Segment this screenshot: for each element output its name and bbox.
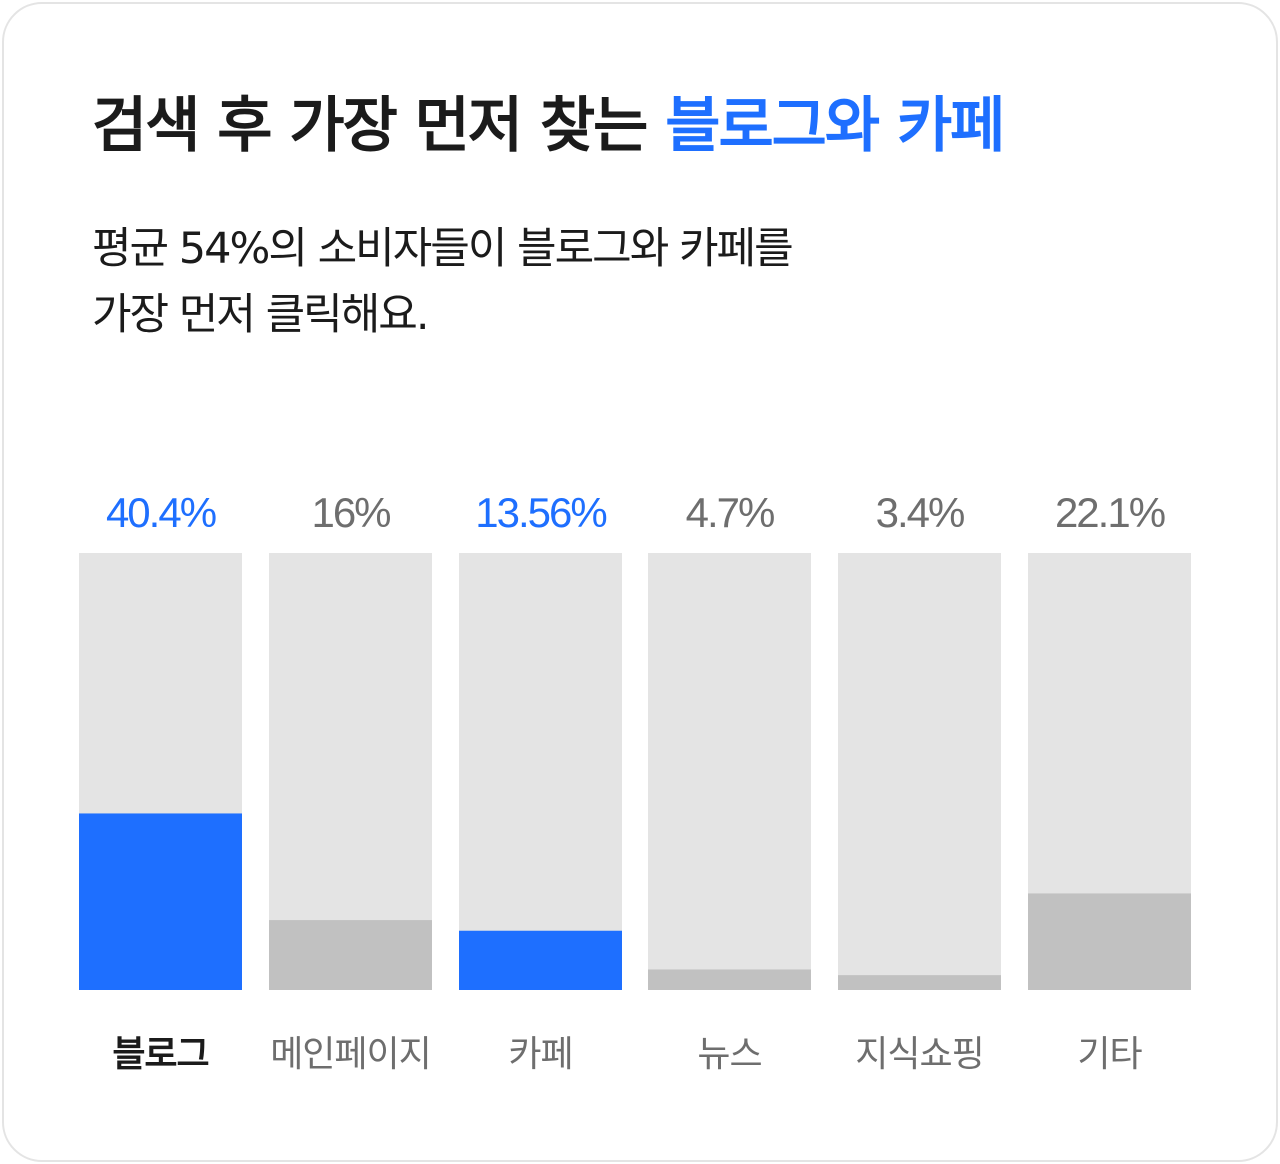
subtitle-line-2: 가장 먼저 클릭해요. <box>92 290 429 340</box>
bar <box>648 969 811 990</box>
title-accent: 블로그와 카페 <box>665 91 1005 161</box>
category-label: 카페 <box>508 1034 572 1075</box>
value-label: 13.56% <box>475 489 606 536</box>
bar-track <box>648 553 811 990</box>
value-label: 22.1% <box>1055 489 1165 536</box>
category-label: 뉴스 <box>697 1034 761 1075</box>
bar-track <box>838 553 1001 990</box>
category-label: 기타 <box>1077 1034 1142 1075</box>
bar-track <box>269 553 432 990</box>
bar <box>1028 893 1191 990</box>
subtitle: 평균 54%의 소비자들이 블로그와 카페를 가장 먼저 클릭해요. <box>92 216 794 348</box>
page-title: 검색 후 가장 먼저 찾는 블로그와 카페 <box>92 96 1005 156</box>
subtitle-line-1: 평균 54%의 소비자들이 블로그와 카페를 <box>92 224 794 274</box>
value-label: 40.4% <box>106 489 216 536</box>
category-label: 메인페이지 <box>270 1034 431 1075</box>
bar <box>79 813 242 990</box>
value-label: 3.4% <box>876 489 964 536</box>
bar <box>459 930 622 990</box>
title-main: 검색 후 가장 먼저 찾는 <box>92 91 666 161</box>
value-label: 4.7% <box>686 489 774 536</box>
category-label: 지식쇼핑 <box>855 1034 983 1075</box>
bar <box>269 920 432 990</box>
category-label: 블로그 <box>112 1034 208 1075</box>
bar-track <box>459 553 622 990</box>
bar <box>838 975 1001 990</box>
value-label: 16% <box>311 489 390 536</box>
